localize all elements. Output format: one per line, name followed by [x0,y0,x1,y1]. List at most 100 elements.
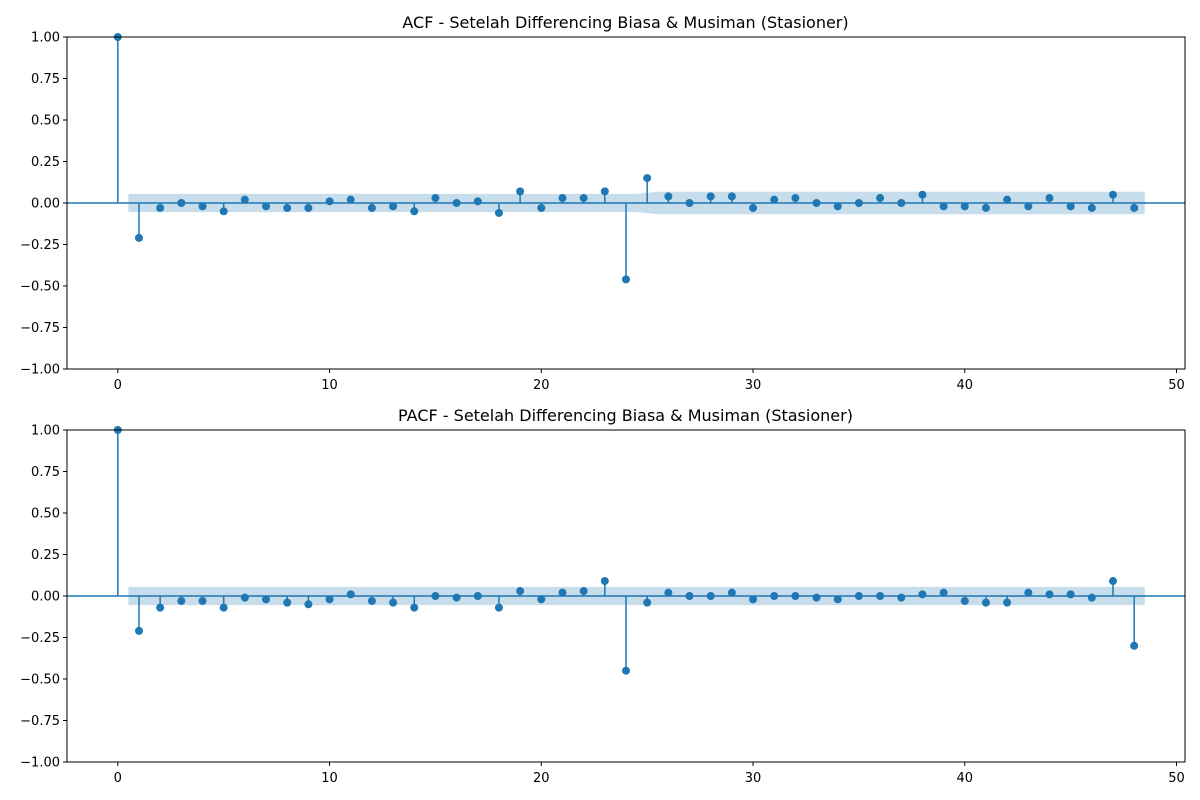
stem-marker [177,596,186,605]
y-tick-label: 0.25 [31,155,60,170]
y-tick-label: −0.75 [20,321,60,336]
stem-marker [516,187,525,196]
stem-marker [897,593,906,602]
y-tick-label: 0.25 [31,548,60,563]
y-tick-label: 1.00 [31,31,60,46]
stem-marker [262,595,271,604]
stem-marker [854,592,863,600]
y-tick-label: −0.25 [20,631,60,646]
y-tick-label: 0.00 [31,590,60,605]
stem-marker [219,207,228,216]
y-tick-label: 0.00 [31,197,60,212]
y-tick-label: −1.00 [20,363,60,378]
stem-marker [389,598,398,607]
x-tick-label: 10 [321,378,338,393]
stem-marker [727,192,736,201]
stem-marker [1109,190,1118,199]
stem-marker [537,595,546,604]
x-tick-label: 50 [1168,771,1185,786]
stem-marker [643,598,652,607]
stem-marker [325,595,334,604]
stem-marker [1045,194,1054,203]
stem-marker [494,208,503,217]
stem-marker [1130,641,1139,650]
stem-marker [262,202,271,211]
stem-marker [558,194,567,203]
stem-marker [897,199,906,207]
stem-marker [981,598,990,607]
stem-marker [1087,203,1096,212]
stem-marker [960,596,969,605]
stem-marker [198,202,207,211]
x-tick-label: 50 [1168,378,1185,393]
stem-marker [134,233,143,242]
stem-marker [431,592,440,600]
pacf-chart: PACF - Setelah Differencing Biasa & Musi… [20,406,1186,786]
stem-marker [833,202,842,211]
stem-marker [346,195,355,204]
stem-marker [960,202,969,211]
stem-marker [1003,598,1012,607]
y-tick-label: −1.00 [20,756,60,771]
x-tick-label: 20 [533,378,550,393]
stem-marker [749,203,758,212]
y-tick-label: −0.75 [20,714,60,729]
stem-marker [727,588,736,597]
stem-marker [1024,202,1033,211]
stem-marker [156,203,165,212]
x-tick-label: 30 [745,378,762,393]
x-tick-label: 20 [533,771,550,786]
stem-marker [325,197,334,206]
stem-marker [240,195,249,204]
y-tick-label: 0.75 [31,72,60,87]
x-tick-label: 40 [957,771,974,786]
stem-marker [494,603,503,612]
stem-marker [389,202,398,211]
stem-marker [664,192,673,201]
stem-marker [410,207,419,216]
stem-marker [685,199,694,207]
stem-marker [283,598,292,607]
stem-marker [918,590,927,599]
stem-marker [537,203,546,212]
stem-marker [177,199,186,207]
stem-marker [1066,202,1075,211]
stem-marker [304,600,313,609]
stem-marker [473,592,482,600]
stem-marker [812,593,821,602]
y-tick-label: −0.25 [20,238,60,253]
x-tick-label: 40 [957,378,974,393]
stem-marker [981,203,990,212]
stem-marker [854,199,863,207]
stem-marker [1024,588,1033,597]
stem-marker [219,603,228,612]
stem-marker [1003,195,1012,204]
stem-marker [939,202,948,211]
stem-marker [198,596,207,605]
stem-marker [304,203,313,212]
stem-marker [1087,593,1096,602]
stem-marker [452,593,461,602]
stem-marker [939,588,948,597]
y-tick-label: 0.50 [31,507,60,522]
stem-marker [876,194,885,203]
stem-marker [600,577,609,586]
stem-marker [643,174,652,183]
stem-marker [431,194,440,203]
stem-marker [749,595,758,604]
x-tick-label: 30 [745,771,762,786]
stem-marker [622,666,630,675]
stem-marker [410,603,419,612]
stem-marker [770,195,779,204]
stem-marker [791,194,800,203]
stem-marker [283,203,292,212]
stem-marker [473,197,482,206]
stem-marker [516,587,525,596]
stem-marker [706,192,715,201]
stem-marker [833,595,842,604]
stem-marker [876,592,885,600]
y-tick-label: 1.00 [31,424,60,439]
stem-marker [134,626,143,635]
x-tick-label: 0 [114,378,122,393]
